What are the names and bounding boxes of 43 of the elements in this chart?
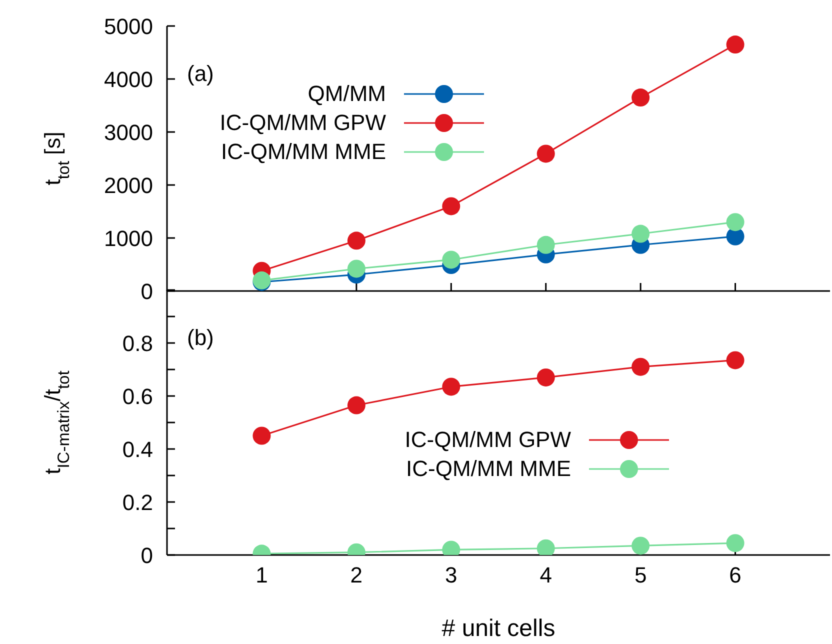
point xyxy=(442,250,460,269)
y-tick-label: 0 xyxy=(140,278,153,304)
x-tick-label: 2 xyxy=(350,562,363,588)
point xyxy=(347,396,366,414)
point xyxy=(252,426,271,445)
x-tick-label: 5 xyxy=(634,562,647,588)
y-tick-label: 1000 xyxy=(104,226,153,251)
x-axis-title: # unit cells xyxy=(442,615,556,642)
y-tick-label: 0.6 xyxy=(122,384,153,409)
point xyxy=(726,351,744,370)
y-tick-label: 0 xyxy=(140,542,153,568)
point xyxy=(632,224,650,243)
y-tick-label: 0.4 xyxy=(122,436,153,462)
x-tick-label: 3 xyxy=(445,562,458,588)
x-tick-label: 1 xyxy=(256,562,268,588)
legend-label: IC-QM/MM GPW xyxy=(404,426,571,452)
point xyxy=(632,358,650,376)
y-tick-label: 4000 xyxy=(104,66,153,92)
point xyxy=(726,534,744,552)
point xyxy=(442,378,460,396)
point xyxy=(632,88,650,107)
legend-label: IC-QM/MM MME xyxy=(221,138,386,164)
point xyxy=(536,236,555,254)
x-tick-label: 6 xyxy=(729,562,742,588)
point xyxy=(726,36,744,54)
point xyxy=(536,144,555,163)
y-tick-label: 0.2 xyxy=(122,490,153,515)
point xyxy=(347,232,366,250)
point xyxy=(442,197,460,216)
point xyxy=(726,213,744,232)
annotation: (a) xyxy=(187,61,214,86)
point xyxy=(536,368,555,386)
annotation: (b) xyxy=(187,325,214,350)
x-tick-label: 4 xyxy=(540,562,552,588)
legend-label: IC-QM/MM GPW xyxy=(220,110,386,136)
legend-label: IC-QM/MM MME xyxy=(406,456,571,482)
legend-label: QM/MM xyxy=(308,80,386,106)
y-tick-label: 2000 xyxy=(104,172,153,198)
y-tick-label: 0.8 xyxy=(122,330,153,356)
y-tick-label: 3000 xyxy=(104,120,153,145)
y-tick-label: 5000 xyxy=(104,14,153,39)
point xyxy=(347,260,366,278)
point xyxy=(632,536,650,555)
